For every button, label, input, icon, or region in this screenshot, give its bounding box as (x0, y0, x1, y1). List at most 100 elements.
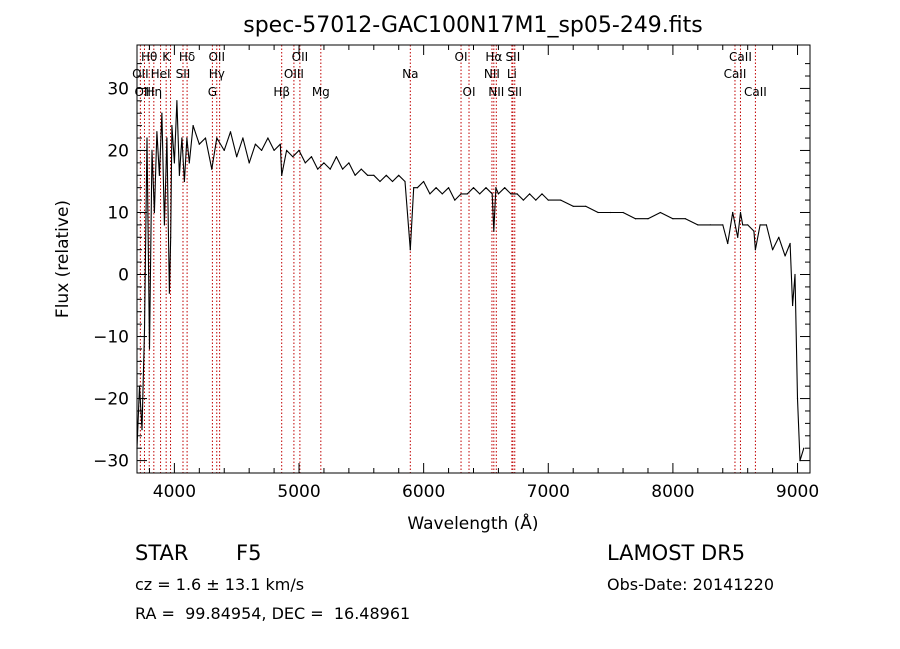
spectrum-point (504, 187, 506, 189)
spectrum-point (429, 193, 431, 195)
spectrum-point (279, 143, 281, 145)
spectrum-point (163, 224, 165, 226)
x-tick-label: 4000 (153, 482, 196, 502)
spectrum-point (789, 242, 791, 245)
spectrum-point (223, 149, 225, 151)
spectral-line-label: Hβ (273, 85, 290, 99)
spectrum-point (634, 218, 637, 220)
spectral-line-markers (139, 45, 756, 473)
spectral-line-label: Hα (485, 50, 502, 64)
spectral-line-label: NII (488, 85, 504, 99)
spectrum-point (423, 180, 425, 183)
spectrum-point (491, 193, 493, 195)
spectrum-point (168, 292, 170, 294)
spectrum-point (747, 224, 749, 226)
spectrum-point (409, 249, 411, 251)
y-axis-label: Flux (relative) (53, 200, 73, 318)
spectrum-point (261, 149, 263, 151)
spectrum-point (622, 211, 624, 214)
spectrum-point (734, 224, 736, 226)
x-tick-label: 9000 (776, 482, 819, 502)
spectral-line-label: OI (463, 85, 476, 99)
x-tick-label: 5000 (277, 482, 320, 502)
spectrum-point (541, 193, 543, 195)
spectrum-point (737, 236, 739, 238)
spectrum-point (803, 447, 805, 449)
spectrum-point (404, 180, 406, 183)
velocity: cz = 1.6 ± 13.1 km/s (135, 575, 305, 594)
spectral-line-label: HeI (151, 67, 171, 81)
x-tick-label: 6000 (402, 482, 445, 502)
spectrum-point (510, 193, 512, 195)
spectrum-point (273, 149, 275, 151)
spectrum-point (416, 187, 418, 189)
spectrum-point (254, 143, 256, 145)
plot-frame (136, 44, 811, 474)
spectrum-point (672, 218, 674, 220)
spectrum-point (495, 187, 497, 189)
y-tick-label: −10 (93, 328, 129, 348)
spectral-line-label: SII (176, 67, 191, 81)
spectral-line-label: Hγ (209, 67, 225, 81)
spectral-line-label: OII (132, 67, 149, 81)
spectrum-point (753, 230, 755, 232)
spectrum-point (398, 174, 400, 176)
spectrum-point (739, 211, 742, 214)
spectrum-point (143, 329, 146, 331)
spectrum-point (547, 199, 549, 201)
spectrum-point (267, 137, 269, 139)
spectrum-point (342, 168, 344, 170)
spectrum-point (560, 199, 562, 201)
spectrum-point (286, 149, 288, 151)
spectrum-point (281, 174, 283, 176)
spectrum-point (485, 187, 487, 189)
spectrum-point (186, 137, 188, 139)
spectrum-point (516, 193, 518, 195)
spectrum-point (647, 218, 649, 220)
spectral-line-label: OII (208, 50, 225, 64)
spectral-line-label: K (162, 50, 171, 64)
spectrum-point (171, 125, 173, 127)
x-tick-label: 7000 (527, 482, 570, 502)
spectrum-point (153, 211, 155, 214)
spectrum-point (572, 205, 574, 207)
spectral-line-label: OIII (134, 85, 154, 99)
spectrum-point (684, 218, 687, 220)
spectrum-point (460, 193, 462, 195)
y-tick-label: 0 (118, 266, 129, 286)
spectrum-line (136, 100, 805, 462)
spectrum-point (772, 249, 774, 251)
spectrum-point (367, 174, 369, 176)
spectrum-point (242, 137, 244, 139)
y-tick-label: −30 (93, 452, 129, 472)
spectrum-point (335, 156, 337, 158)
spectrum-point (192, 125, 194, 127)
spectrum-point (158, 174, 160, 176)
spectrum-point (610, 211, 612, 214)
spectrum-point (317, 168, 319, 170)
spectrum-point (181, 137, 183, 139)
spectrum-series (136, 100, 805, 462)
spectrum-point (166, 137, 168, 139)
spectral-line-label: SII (506, 50, 521, 64)
coordinates: RA = 99.84954, DEC = 16.48961 (135, 604, 411, 623)
spectrum-point (522, 199, 525, 201)
spectrum-point (435, 187, 437, 189)
spectrum-point (360, 168, 362, 170)
spectral-line-label: Li (507, 67, 517, 81)
spectrum-point (348, 162, 350, 164)
spectrum-point (204, 137, 207, 139)
spectrum-point (659, 211, 662, 214)
x-axis-label: Wavelength (Å) (407, 512, 538, 534)
spectrum-point (161, 112, 163, 114)
axis-ticks: 4000 5000 6000 7000 8000 9000 −30 −20 −10 0 10 20 30 (93, 45, 819, 502)
spectrum-point (379, 180, 381, 183)
spectrum-point (792, 304, 794, 307)
subclass: F5 (236, 541, 262, 565)
spectrum-point (784, 255, 786, 257)
spectrum-point (310, 156, 313, 158)
spectrum-point (391, 180, 394, 183)
spectral-line-label: OIII (284, 67, 304, 81)
spectrum-point (183, 180, 185, 183)
